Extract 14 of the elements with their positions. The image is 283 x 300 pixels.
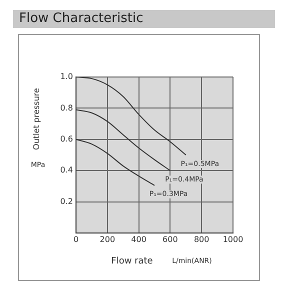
x-tick-label: 800 — [194, 234, 210, 244]
x-tick-label: 1000 — [222, 234, 244, 244]
x-tick-label: 0 — [73, 234, 79, 244]
x-tick-label: 400 — [131, 234, 146, 244]
x-tick-label: 600 — [162, 234, 178, 244]
y-axis-title: Outlet pressure — [32, 88, 42, 150]
y-tick-label: 0.2 — [60, 196, 73, 206]
x-axis-title: Flow rate — [111, 256, 154, 266]
y-tick-label: 0.4 — [60, 166, 73, 175]
x-tick-label: 200 — [100, 234, 116, 244]
y-tick-label: 0.6 — [60, 134, 73, 144]
chart-title: Flow Characteristic — [13, 10, 275, 28]
y-tick-label: 0.8 — [60, 103, 73, 112]
y-tick-label: 1.0 — [60, 72, 73, 82]
